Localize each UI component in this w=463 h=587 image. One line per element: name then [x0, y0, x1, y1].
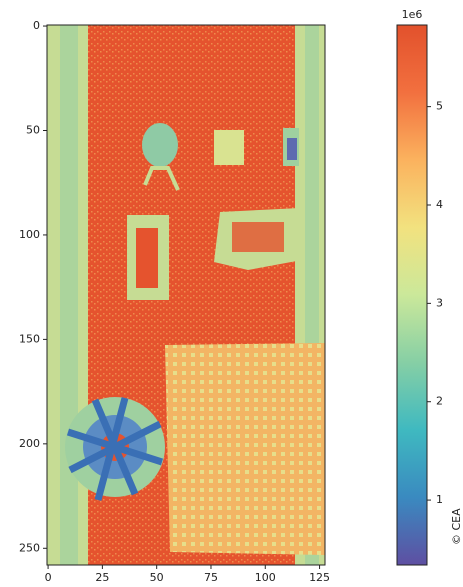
y-tick-label: 250 — [19, 541, 40, 554]
colorbar — [397, 25, 427, 565]
y-tick-label: 200 — [19, 437, 40, 450]
x-tick-label: 25 — [95, 571, 109, 584]
colorbar-tick-label: 1 — [436, 493, 443, 506]
x-tick-label: 50 — [150, 571, 164, 584]
x-tick-label: 0 — [45, 571, 52, 584]
x-tick-label: 125 — [309, 571, 330, 584]
chart: 1e6 © CEA 025507510012505010015020025012… — [0, 0, 463, 587]
colorbar-tick-label: 5 — [436, 100, 443, 113]
credit: © CEA — [450, 508, 463, 545]
y-tick-label: 50 — [26, 123, 40, 136]
colorbar-tick-label: 2 — [436, 395, 443, 408]
x-tick-label: 100 — [255, 571, 276, 584]
heatmap-image — [47, 25, 325, 565]
x-tick-label: 75 — [204, 571, 218, 584]
colorbar-label: 1e6 — [402, 8, 423, 21]
y-tick-label: 0 — [33, 19, 40, 32]
y-tick-label: 150 — [19, 332, 40, 345]
colorbar-tick-label: 3 — [436, 296, 443, 309]
colorbar-tick-label: 4 — [436, 198, 443, 211]
y-tick-label: 100 — [19, 228, 40, 241]
